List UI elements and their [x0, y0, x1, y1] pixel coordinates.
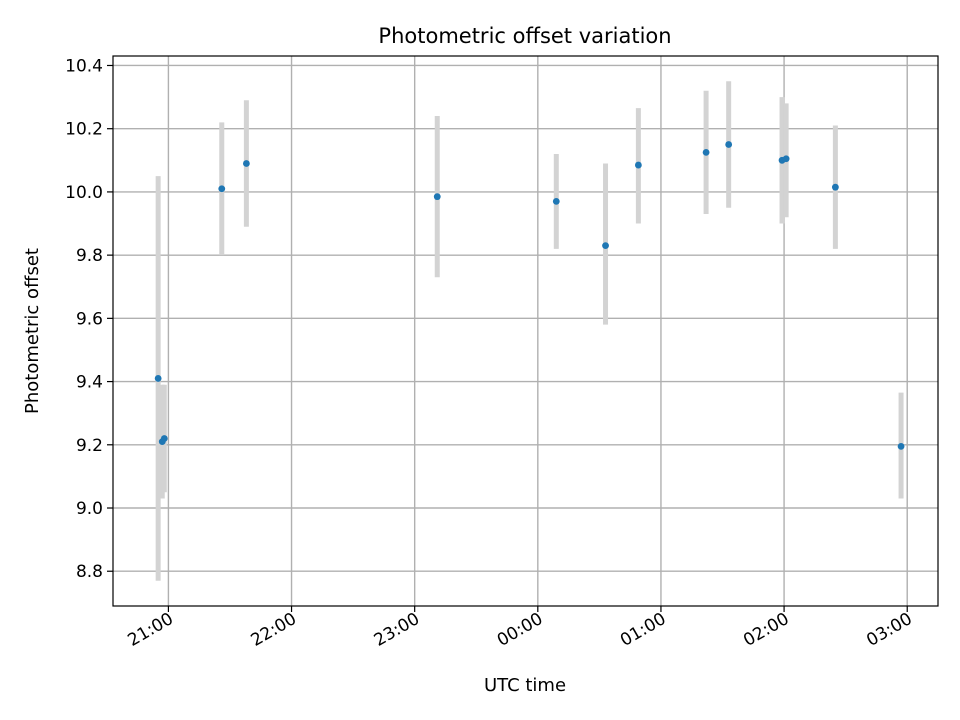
data-point — [433, 193, 441, 201]
data-point — [602, 242, 609, 250]
y-tick-label: 9.2 — [76, 436, 103, 456]
data-point — [160, 435, 168, 442]
y-axis-label: Photometric offset — [22, 248, 43, 414]
y-tick-label: 9.6 — [76, 309, 103, 329]
data-point — [725, 141, 733, 148]
plot-area-background — [113, 56, 938, 606]
y-tick-label: 9.0 — [76, 499, 103, 519]
grid-lines — [113, 56, 938, 606]
data-point — [634, 161, 642, 169]
y-axis-ticks: 8.8 9.0 9.2 9.4 9.6 9.8 10.0 10.2 10.4 — [65, 56, 113, 582]
y-tick-label: 10.4 — [65, 56, 103, 76]
data-point — [154, 375, 162, 382]
data-point — [782, 155, 790, 163]
data-point — [218, 185, 226, 193]
data-point — [552, 198, 560, 205]
y-tick-label: 9.4 — [76, 373, 103, 393]
data-point — [702, 149, 710, 156]
y-tick-label: 10.0 — [65, 183, 103, 203]
y-tick-label: 8.8 — [76, 562, 103, 582]
data-points — [154, 141, 905, 450]
data-point — [242, 160, 250, 167]
y-tick-label: 9.8 — [76, 246, 103, 266]
data-point — [831, 183, 839, 191]
x-axis-label: UTC time — [484, 675, 566, 696]
y-tick-label: 10.2 — [65, 120, 103, 140]
plot-frame — [112, 55, 939, 607]
data-point — [897, 442, 905, 450]
chart-title: Photometric offset variation — [378, 24, 671, 48]
